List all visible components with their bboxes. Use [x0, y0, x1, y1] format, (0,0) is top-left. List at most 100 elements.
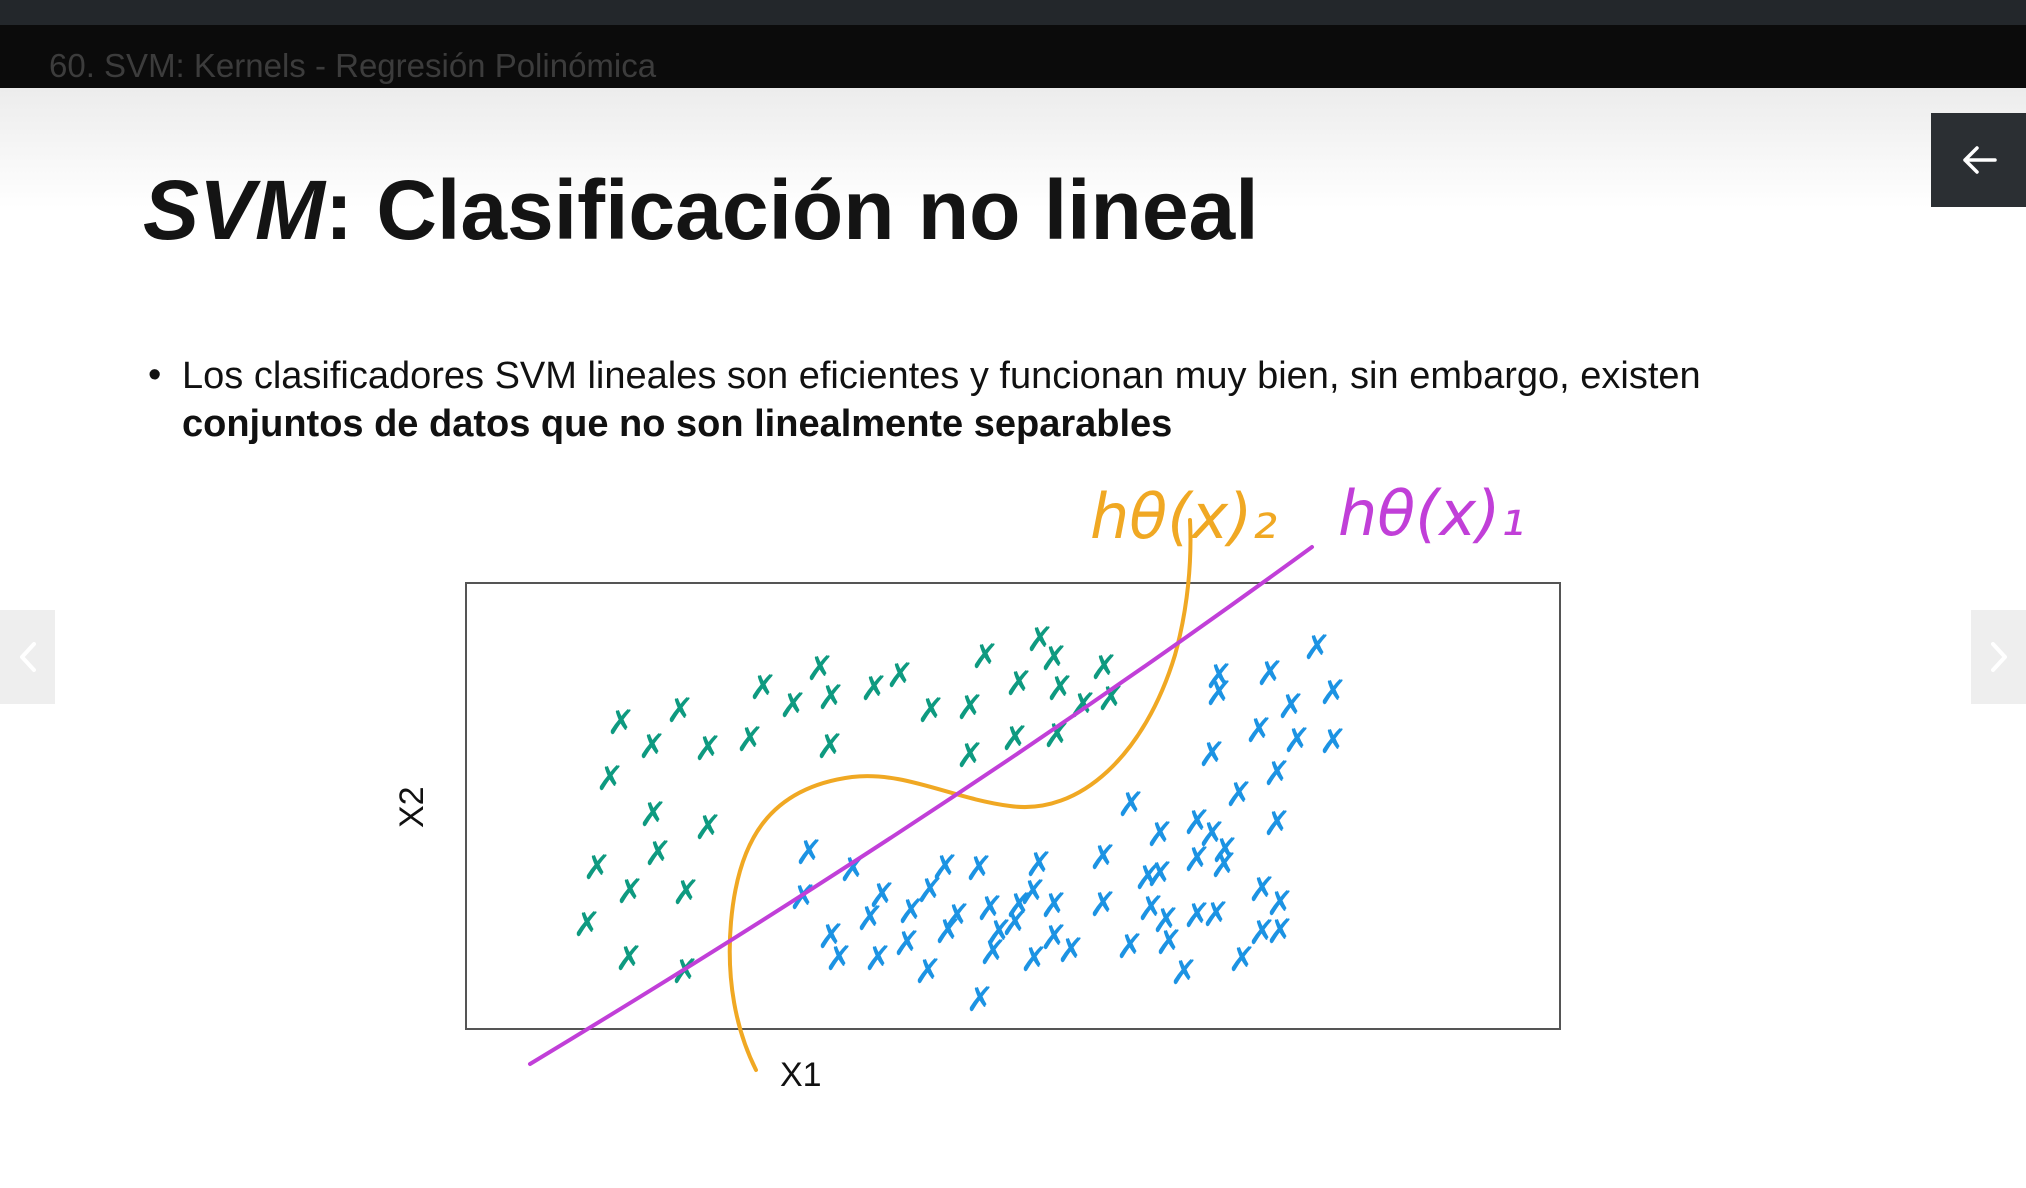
class-b-marker: ✗	[864, 939, 893, 979]
class-a-marker: ✗	[639, 795, 668, 835]
class-b-marker: ✗	[965, 849, 994, 889]
class-a-marker: ✗	[816, 727, 845, 767]
y-axis-label: X2	[393, 786, 431, 828]
annotation-h1: hθ(x)₁	[1338, 477, 1525, 550]
class-b-marker: ✗	[1210, 846, 1239, 886]
class-a-marker: ✗	[694, 808, 723, 848]
class-b-marker: ✗	[856, 899, 885, 939]
class-b-marker: ✗	[1319, 722, 1348, 762]
class-a-marker: ✗	[1005, 664, 1034, 704]
x-axis-label: X1	[780, 1056, 822, 1094]
bullet-text: Los clasificadores SVM lineales son efic…	[182, 355, 1701, 397]
slide-title-rest: : Clasificación no lineal	[325, 163, 1259, 257]
class-b-marker: ✗	[931, 848, 960, 888]
class-a-marker: ✗	[596, 759, 625, 799]
class-a-marker: ✗	[956, 688, 985, 728]
class-b-marker: ✗	[1205, 657, 1234, 697]
class-a-marker: ✗	[860, 669, 889, 709]
class-a-marker: ✗	[666, 691, 695, 731]
class-b-marker: ✗	[1266, 884, 1295, 924]
class-a-marker: ✗	[615, 939, 644, 979]
class-b-marker: ✗	[1248, 870, 1277, 910]
class-b-marker: ✗	[1303, 628, 1332, 668]
class-b-marker: ✗	[1155, 923, 1184, 963]
class-a-marker: ✗	[1069, 686, 1098, 726]
class-a-marker: ✗	[1040, 639, 1069, 679]
class-a-marker: ✗	[806, 649, 835, 689]
class-b-marker: ✗	[1040, 918, 1069, 958]
class-a-marker: ✗	[583, 848, 612, 888]
class-b-marker: ✗	[1183, 896, 1212, 936]
hypothesis-line-1	[528, 545, 1314, 1066]
bullet-marker: •	[148, 354, 162, 396]
class-a-marker: ✗	[672, 873, 701, 913]
chevron-right-icon	[1990, 642, 2007, 672]
class-a-marker: ✗	[616, 872, 645, 912]
class-b-marker: ✗	[1019, 873, 1048, 913]
class-a-marker: ✗	[749, 668, 778, 708]
next-slide-button[interactable]	[1971, 610, 2026, 704]
class-b-marker: ✗	[916, 871, 945, 911]
class-b-marker: ✗	[817, 917, 846, 957]
class-b-marker: ✗	[1137, 889, 1166, 929]
class-b-marker: ✗	[1089, 885, 1118, 925]
class-a-marker: ✗	[671, 952, 700, 992]
class-b-marker: ✗	[1020, 940, 1049, 980]
slide-title: SVM: Clasificación no lineal	[143, 168, 1259, 252]
back-button[interactable]	[1931, 113, 2026, 207]
window-top-bar	[0, 0, 2026, 25]
class-b-marker: ✗	[1116, 927, 1145, 967]
class-a-marker: ✗	[638, 727, 667, 767]
class-b-marker: ✗	[1319, 673, 1348, 713]
class-b-marker: ✗	[1228, 940, 1257, 980]
class-b-marker: ✗	[1146, 815, 1175, 855]
class-a-marker: ✗	[607, 703, 636, 743]
class-b-marker: ✗	[1117, 785, 1146, 825]
class-b-marker: ✗	[1263, 804, 1292, 844]
class-b-marker: ✗	[1005, 886, 1034, 926]
class-b-marker: ✗	[1263, 754, 1292, 794]
class-b-marker: ✗	[1266, 912, 1295, 952]
class-b-marker: ✗	[1183, 803, 1212, 843]
class-b-marker: ✗	[1152, 901, 1181, 941]
class-b-marker: ✗	[1025, 845, 1054, 885]
class-b-marker: ✗	[1256, 654, 1285, 694]
class-b-marker: ✗	[1283, 721, 1312, 761]
class-a-marker: ✗	[736, 720, 765, 760]
slide-header-fade	[0, 88, 2026, 208]
class-b-marker: ✗	[1170, 953, 1199, 993]
class-a-points: ✗ ✗✗ ✗ ✗✗ ✗ ✗✗ ✗✗✗ ✗✗ ✗✗✗✗✗✗✗✗ ✗✗ ✗✗ ✗✗✗ ✗✗ ✗ ✗ ✗✗	[573, 620, 1126, 992]
class-b-marker: ✗	[1211, 831, 1240, 871]
class-b-marker: ✗	[914, 952, 943, 992]
class-a-marker: ✗	[1090, 648, 1119, 688]
class-b-marker: ✗	[893, 924, 922, 964]
class-b-marker: ✗	[934, 912, 963, 952]
class-b-marker: ✗	[1205, 674, 1234, 714]
class-a-marker: ✗	[1001, 719, 1030, 759]
class-a-marker: ✗	[886, 656, 915, 696]
class-a-marker: ✗	[817, 678, 846, 718]
class-a-marker: ✗	[644, 834, 673, 874]
class-b-marker: ✗	[1277, 687, 1306, 727]
class-b-points: ✗✗✗ ✗✗✗✗✗✗✗ ✗✗✗✗✗ ✗ ✗✗✗✗✗✗ ✗ ✗✗✗✗✗✗✗✗✗✗✗✗✗✗✗ ✗✗…	[789, 628, 1348, 1020]
video-title: 60. SVM: Kernels - Regresión Polinómica	[49, 47, 657, 84]
class-a-marker: ✗	[917, 691, 946, 731]
class-b-marker: ✗	[1001, 904, 1030, 944]
slide-title-svm: SVM	[143, 163, 326, 257]
class-a-marker: ✗	[1026, 620, 1055, 660]
class-b-marker: ✗	[1198, 735, 1227, 775]
class-b-marker: ✗	[795, 833, 824, 873]
previous-slide-button[interactable]	[0, 610, 55, 704]
class-b-marker: ✗	[1089, 838, 1118, 878]
class-a-marker: ✗	[779, 686, 808, 726]
hypothesis-curve-2	[727, 518, 1193, 1072]
class-b-marker: ✗	[868, 876, 897, 916]
video-title-bar	[0, 25, 2026, 88]
class-b-marker: ✗	[825, 939, 854, 979]
class-b-marker: ✗	[966, 980, 995, 1020]
class-b-marker: ✗	[976, 889, 1005, 929]
class-b-marker: ✗	[1183, 840, 1212, 880]
class-a-marker: ✗	[1046, 669, 1075, 709]
arrow-left-icon	[1962, 146, 1997, 174]
